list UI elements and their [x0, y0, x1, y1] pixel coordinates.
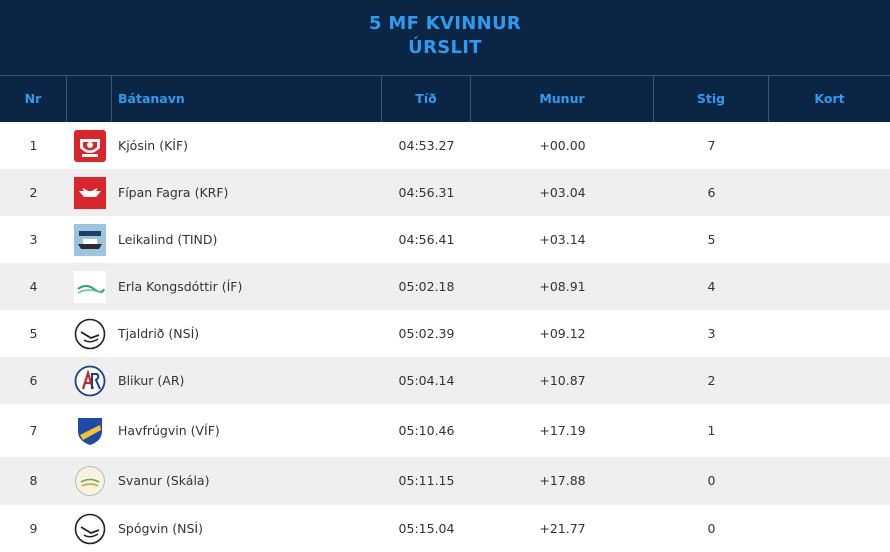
row-diff: +17.19: [539, 423, 586, 438]
row-card: [769, 404, 890, 457]
table-row[interactable]: 2 Fípan Fagra (KRF) 04:56.31 +03.04 6: [0, 169, 890, 216]
nsi-club-logo: [74, 318, 106, 350]
row-card: [769, 169, 890, 216]
row-points: 0: [707, 521, 716, 536]
vif-club-logo: [74, 415, 106, 447]
if-club-logo: [74, 271, 106, 303]
table-row[interactable]: 1 Kjósin (KÍF) 04:53.27 +00.00 7: [0, 122, 890, 169]
row-rank: 8: [29, 473, 38, 488]
row-time: 04:56.41: [398, 232, 455, 247]
column-header-logo: [67, 76, 112, 122]
table-row[interactable]: 7 Havfrúgvin (VÍF) 05:10.46 +17.19 1: [0, 404, 890, 457]
row-time: 05:10.46: [398, 423, 455, 438]
row-points: 1: [707, 423, 716, 438]
row-card: [769, 457, 890, 505]
row-points: 4: [707, 279, 716, 294]
row-rank: 6: [29, 373, 38, 388]
table-row[interactable]: 9 Spógvin (NSÍ) 05:15.04 +21.77 0: [0, 505, 890, 552]
row-card: [769, 505, 890, 552]
row-diff: +21.77: [539, 521, 586, 536]
row-diff: +03.04: [539, 185, 586, 200]
table-row[interactable]: 5 Tjaldrið (NSÍ) 05:02.39 +09.12 3: [0, 310, 890, 357]
row-diff: +00.00: [539, 138, 586, 153]
row-boat-name: Tjaldrið (NSÍ): [118, 326, 200, 341]
row-rank: 5: [29, 326, 38, 341]
table-row[interactable]: 4 Erla Kongsdóttir (ÍF) 05:02.18 +08.91 4: [0, 263, 890, 310]
results-header: 5 MF KVINNUR ÚRSLIT: [0, 0, 890, 75]
column-header-diff[interactable]: Munur: [471, 76, 654, 122]
row-points: 6: [707, 185, 716, 200]
row-points: 2: [707, 373, 716, 388]
row-diff: +10.87: [539, 373, 586, 388]
table-row[interactable]: 8 Svanur (Skála) 05:11.15 +17.88 0: [0, 457, 890, 505]
column-header-nr[interactable]: Nr: [0, 76, 67, 122]
row-boat-name: Leikalind (TIND): [118, 232, 218, 247]
row-rank: 7: [29, 423, 38, 438]
row-points: 5: [707, 232, 716, 247]
row-rank: 9: [29, 521, 38, 536]
row-diff: +09.12: [539, 326, 586, 341]
row-boat-name: Fípan Fagra (KRF): [118, 185, 229, 200]
row-boat-name: Kjósin (KÍF): [118, 138, 189, 153]
row-points: 0: [707, 473, 716, 488]
row-card: [769, 357, 890, 404]
row-time: 05:02.18: [398, 279, 455, 294]
table-header: Nr Bátanavn Tíð Munur Stig Kort: [0, 75, 890, 122]
row-rank: 1: [29, 138, 38, 153]
row-card: [769, 263, 890, 310]
skala-club-logo: [74, 465, 106, 497]
row-boat-name: Erla Kongsdóttir (ÍF): [118, 279, 243, 294]
row-time: 05:15.04: [398, 521, 455, 536]
column-header-boat[interactable]: Bátanavn: [112, 76, 382, 122]
row-boat-name: Blikur (AR): [118, 373, 185, 388]
row-diff: +17.88: [539, 473, 586, 488]
row-rank: 2: [29, 185, 38, 200]
row-diff: +03.14: [539, 232, 586, 247]
row-card: [769, 122, 890, 169]
ar-club-logo: [74, 365, 106, 397]
column-header-points[interactable]: Stig: [654, 76, 769, 122]
nsi-club-logo: [74, 513, 106, 545]
column-header-time[interactable]: Tíð: [382, 76, 471, 122]
row-time: 04:56.31: [398, 185, 455, 200]
row-boat-name: Svanur (Skála): [118, 473, 210, 488]
table-row[interactable]: 3 Leikalind (TIND) 04:56.41 +03.14 5: [0, 216, 890, 263]
tind-club-logo: [74, 224, 106, 256]
row-time: 04:53.27: [398, 138, 455, 153]
row-rank: 4: [29, 279, 38, 294]
page-title: 5 MF KVINNUR: [368, 13, 522, 34]
row-time: 05:11.15: [398, 473, 455, 488]
page-subtitle: ÚRSLIT: [408, 37, 482, 58]
row-boat-name: Spógvin (NSÍ): [118, 521, 203, 536]
row-card: [769, 310, 890, 357]
row-points: 3: [707, 326, 716, 341]
row-diff: +08.91: [539, 279, 586, 294]
row-card: [769, 216, 890, 263]
row-points: 7: [707, 138, 716, 153]
row-time: 05:04.14: [398, 373, 455, 388]
row-time: 05:02.39: [398, 326, 455, 341]
krf-club-logo: [74, 177, 106, 209]
kif-club-logo: [74, 130, 106, 162]
row-boat-name: Havfrúgvin (VÍF): [118, 423, 220, 438]
row-rank: 3: [29, 232, 38, 247]
column-header-card[interactable]: Kort: [814, 91, 845, 106]
table-row[interactable]: 6 Blikur (AR) 05:04.14 +10.87 2: [0, 357, 890, 404]
